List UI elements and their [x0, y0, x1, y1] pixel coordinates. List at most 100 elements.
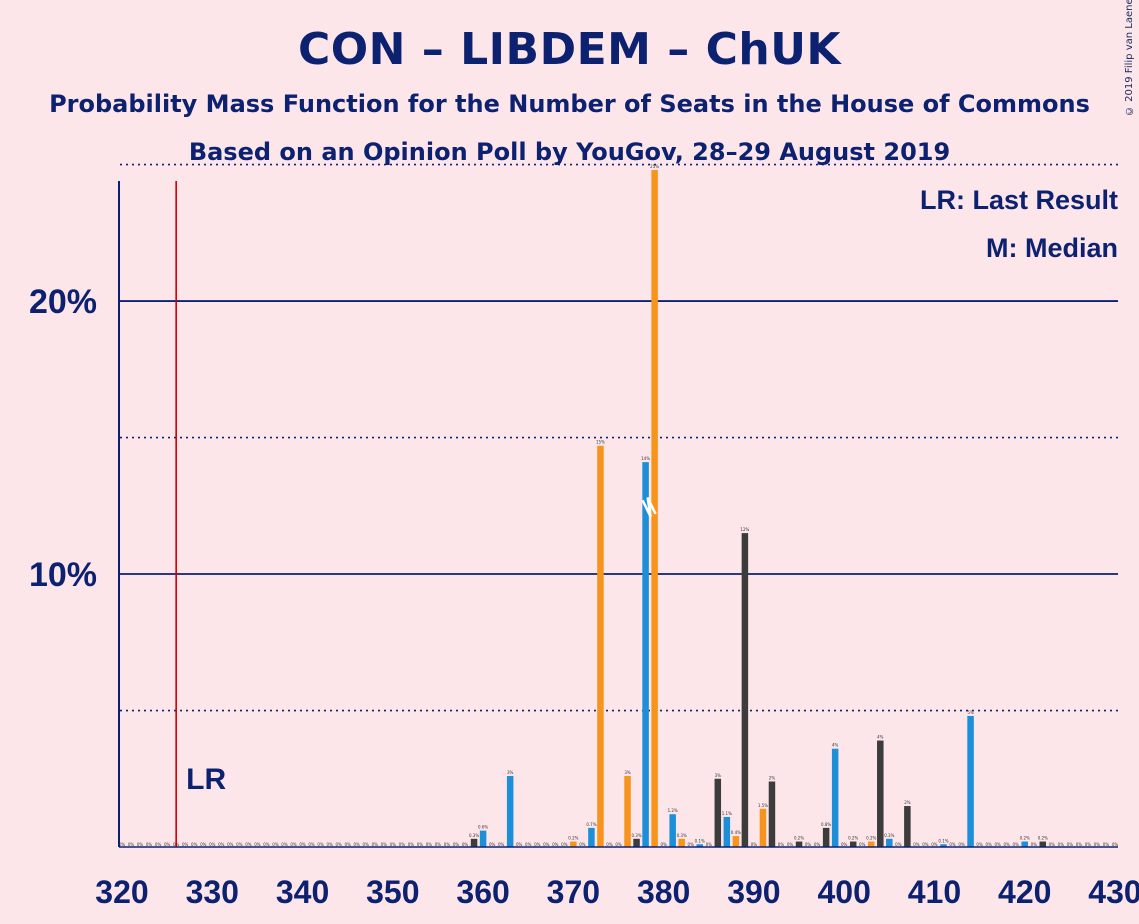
bar-label: 0.3%	[631, 833, 641, 838]
bar-407	[904, 806, 911, 847]
zero-label: 0%	[254, 842, 261, 847]
bar-label: 0.4%	[731, 830, 741, 835]
zero-label: 0%	[155, 842, 162, 847]
zero-label: 0%	[435, 842, 442, 847]
zero-label: 0%	[895, 842, 902, 847]
x-tick-label: 420	[998, 874, 1051, 910]
zero-label: 0%	[317, 842, 324, 847]
zero-label: 0%	[363, 842, 370, 847]
zero-label: 0%	[1003, 842, 1010, 847]
zero-label: 0%	[489, 842, 496, 847]
bar-377	[633, 838, 640, 847]
zero-label: 0%	[706, 842, 713, 847]
zero-label: 0%	[182, 842, 189, 847]
zero-label: 0%	[913, 842, 920, 847]
bar-378	[642, 462, 649, 847]
bar-398	[822, 827, 830, 847]
zero-label: 0%	[552, 842, 559, 847]
bar-label: 0.2%	[1020, 836, 1030, 841]
bar-420	[1021, 841, 1028, 847]
bar-387	[723, 816, 731, 847]
x-tick-label: 370	[547, 874, 600, 910]
zero-label: 0%	[128, 842, 135, 847]
zero-label: 0%	[841, 842, 848, 847]
legend-last-result: LR: Last Result	[920, 185, 1118, 215]
bar-381	[669, 814, 676, 847]
zero-label: 0%	[516, 842, 523, 847]
bar-401	[849, 841, 857, 847]
bar-363	[506, 776, 514, 847]
bar-label: 25%	[650, 164, 659, 169]
bar-422	[1039, 841, 1047, 847]
bar-label: 0.2%	[866, 836, 876, 841]
zero-label: 0%	[931, 842, 938, 847]
zero-label: 0%	[119, 842, 126, 847]
bar-label: 14%	[641, 456, 650, 461]
chart-title: CON – LIBDEM – ChUK	[297, 24, 842, 75]
last-result-label: LR	[186, 763, 226, 796]
x-tick-label: 400	[817, 874, 870, 910]
zero-label: 0%	[263, 842, 270, 847]
bar-label: 2%	[904, 800, 911, 805]
bar-399	[831, 748, 839, 847]
zero-label: 0%	[1013, 842, 1020, 847]
bar-384	[696, 844, 703, 847]
zero-label: 0%	[922, 842, 929, 847]
median-marker	[641, 497, 657, 518]
zero-label: 0%	[1049, 842, 1056, 847]
bar-label: 0.1%	[938, 838, 948, 843]
bar-label: 4%	[877, 735, 884, 740]
x-tick-label: 330	[186, 874, 239, 910]
bar-379	[651, 170, 658, 847]
zero-label: 0%	[326, 842, 333, 847]
bar-label: 1.1%	[722, 811, 732, 816]
bar-label: 0.8%	[821, 822, 831, 827]
y-tick-label: 20%	[29, 283, 97, 321]
zero-label: 0%	[606, 842, 613, 847]
bar-382	[678, 838, 685, 847]
zero-label: 0%	[778, 842, 785, 847]
bar-411	[940, 844, 947, 847]
bar-388	[732, 836, 740, 847]
bar-392	[768, 781, 776, 847]
zero-label: 0%	[814, 842, 821, 847]
zero-label: 0%	[227, 842, 234, 847]
zero-label: 0%	[1067, 842, 1074, 847]
zero-label: 0%	[985, 842, 992, 847]
bar-label: 4%	[832, 743, 839, 748]
zero-label: 0%	[399, 842, 406, 847]
x-tick-label: 350	[366, 874, 419, 910]
bar-370	[570, 841, 577, 847]
zero-label: 0%	[1085, 842, 1092, 847]
bar-414	[967, 715, 974, 847]
bar-label: 0.2%	[794, 836, 804, 841]
chart-source: Based on an Opinion Poll by YouGov, 28–2…	[188, 138, 951, 166]
zero-label: 0%	[1112, 842, 1119, 847]
zero-label: 0%	[200, 842, 207, 847]
zero-label: 0%	[1076, 842, 1083, 847]
bar-label: 0.2%	[1038, 836, 1048, 841]
zero-label: 0%	[525, 842, 532, 847]
legend-median: M: Median	[986, 233, 1118, 263]
zero-label: 0%	[805, 842, 812, 847]
zero-label: 0%	[308, 842, 315, 847]
zero-label: 0%	[381, 842, 388, 847]
chart-subtitle: Probability Mass Function for the Number…	[49, 90, 1090, 118]
zero-label: 0%	[290, 842, 297, 847]
bar-360	[479, 830, 487, 847]
x-tick-label: 360	[456, 874, 509, 910]
zero-label: 0%	[408, 842, 415, 847]
zero-label: 0%	[543, 842, 550, 847]
zero-label: 0%	[209, 842, 216, 847]
zero-label: 0%	[281, 842, 288, 847]
zero-label: 0%	[534, 842, 541, 847]
bar-label: 1.5%	[758, 803, 768, 808]
zero-label: 0%	[660, 842, 667, 847]
bar-404	[877, 740, 884, 847]
bar-label: 1.2%	[668, 808, 678, 813]
zero-label: 0%	[390, 842, 397, 847]
bar-label: 0.3%	[884, 833, 894, 838]
zero-label: 0%	[299, 842, 306, 847]
zero-label: 0%	[444, 842, 451, 847]
